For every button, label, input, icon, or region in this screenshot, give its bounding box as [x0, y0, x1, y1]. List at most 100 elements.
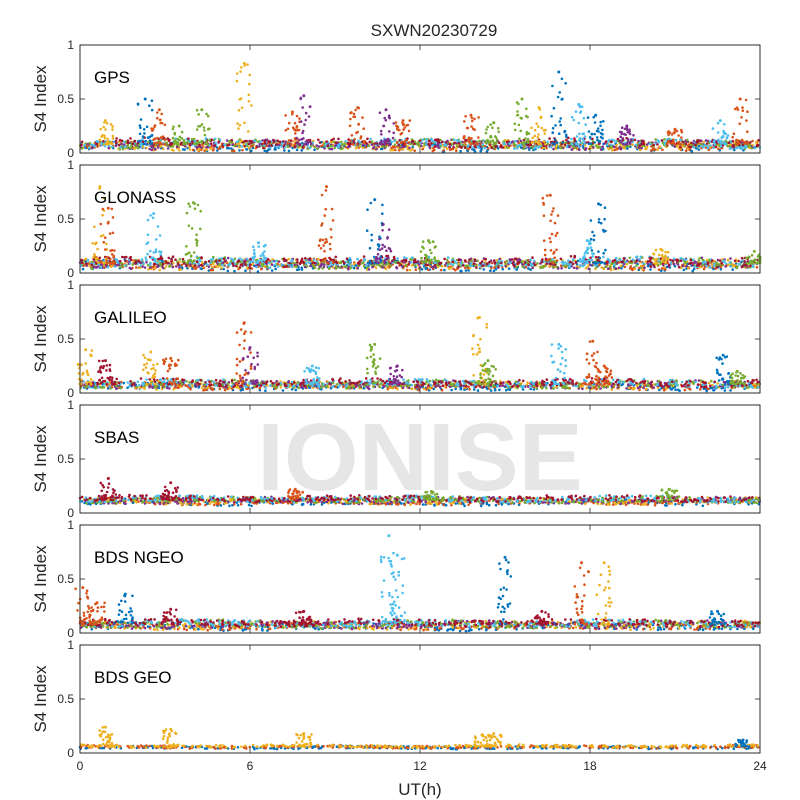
- peak-point: [400, 131, 404, 135]
- scatter-point: [737, 262, 741, 266]
- peak-point: [348, 124, 352, 128]
- scatter-point: [450, 388, 453, 392]
- peak-point: [326, 261, 329, 265]
- peak-point: [376, 243, 380, 246]
- scatter-point: [250, 140, 254, 143]
- scatter-point: [182, 262, 186, 265]
- peak-point: [156, 225, 160, 228]
- scatter-point: [430, 142, 433, 145]
- peak-point: [299, 120, 303, 123]
- peak-point: [187, 224, 191, 228]
- peak-max-point: [191, 201, 195, 205]
- peak-max-point: [257, 241, 260, 245]
- scatter-point: [668, 263, 671, 267]
- scatter-point: [613, 258, 617, 262]
- scatter-point: [706, 145, 709, 148]
- scatter-point: [606, 261, 609, 265]
- scatter-point: [620, 267, 623, 270]
- scatter-point: [532, 146, 536, 150]
- peak-point: [153, 125, 156, 129]
- scatter-point: [339, 142, 342, 146]
- scatter-point: [238, 257, 242, 260]
- peak-point: [106, 255, 109, 259]
- peak-point: [297, 128, 301, 132]
- peak-point: [158, 142, 161, 145]
- scatter-point: [679, 146, 682, 149]
- peak-point: [289, 143, 293, 146]
- scatter-point: [459, 149, 462, 153]
- scatter-point: [481, 143, 485, 146]
- peak-point: [470, 137, 473, 140]
- scatter-point: [356, 266, 360, 270]
- peak-point: [395, 124, 398, 128]
- scatter-point: [144, 256, 147, 260]
- peak-point: [158, 259, 162, 263]
- peak-point: [394, 121, 398, 124]
- scatter-point: [505, 259, 509, 263]
- scatter-point: [705, 264, 708, 268]
- scatter-point: [709, 144, 712, 147]
- peak-point: [587, 130, 591, 133]
- scatter-point: [673, 145, 677, 148]
- peak-point: [619, 135, 622, 139]
- scatter-point: [330, 138, 333, 142]
- peak-point: [155, 261, 159, 265]
- scatter-point: [333, 146, 336, 150]
- peak-point: [138, 124, 142, 127]
- scatter-point: [723, 389, 727, 392]
- peak-point: [148, 104, 151, 107]
- scatter-point: [92, 143, 96, 147]
- peak-point: [746, 130, 749, 133]
- scatter-point: [676, 145, 679, 148]
- scatter-point: [156, 146, 160, 149]
- scatter-point: [448, 146, 451, 149]
- scatter-point: [722, 260, 726, 263]
- scatter-point: [743, 260, 746, 263]
- peak-point: [557, 132, 561, 135]
- peak-point: [543, 248, 547, 252]
- peak-point: [203, 133, 207, 137]
- peak-point: [113, 249, 116, 252]
- scatter-point: [90, 143, 93, 146]
- peak-point: [549, 249, 553, 252]
- scatter-point: [347, 267, 350, 271]
- scatter-point: [233, 144, 236, 148]
- peak-point: [253, 255, 256, 258]
- peak-point: [330, 207, 334, 211]
- scatter-point: [368, 140, 372, 144]
- scatter-point: [370, 143, 374, 146]
- scatter-point: [200, 146, 203, 149]
- peak-point: [101, 134, 104, 137]
- peak-point: [321, 259, 325, 262]
- scatter-point: [85, 262, 88, 266]
- peak-point: [308, 105, 312, 108]
- peak-point: [192, 137, 196, 141]
- scatter-point: [256, 270, 260, 273]
- scatter-point: [608, 265, 612, 268]
- scatter-point: [455, 261, 458, 265]
- peak-point: [471, 119, 474, 123]
- scatter-point: [733, 148, 736, 152]
- scatter-point: [261, 139, 265, 142]
- peak-point: [750, 253, 754, 257]
- scatter-point: [455, 149, 458, 153]
- scatter-point: [207, 260, 211, 263]
- peak-point: [666, 131, 670, 134]
- peak-point: [663, 257, 666, 260]
- peak-point: [99, 222, 103, 226]
- scatter-point: [691, 269, 694, 273]
- peak-point: [537, 139, 541, 143]
- peak-point: [195, 244, 199, 247]
- scatter-point: [129, 137, 132, 140]
- scatter-point: [727, 141, 731, 144]
- peak-point: [380, 247, 384, 250]
- peak-point: [602, 120, 605, 123]
- scatter-point: [574, 260, 578, 264]
- peak-point: [145, 143, 148, 146]
- scatter-point: [396, 257, 399, 260]
- scatter-point: [384, 145, 388, 148]
- peak-point: [150, 99, 154, 102]
- peak-point: [741, 106, 744, 109]
- scatter-point: [617, 261, 620, 264]
- scatter-point: [527, 148, 531, 151]
